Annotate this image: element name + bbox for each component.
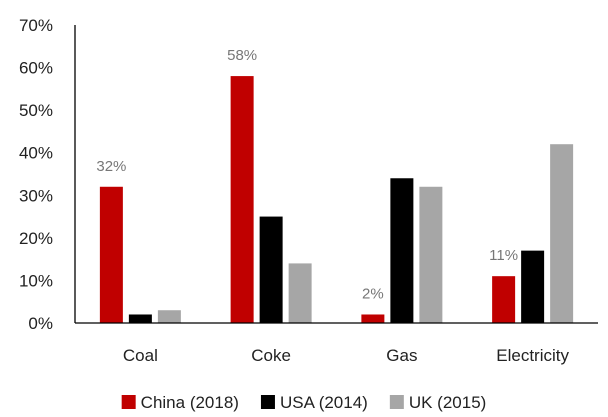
bar-coke-series-1 (259, 216, 283, 323)
legend-swatch (121, 395, 136, 409)
bar-electricity-series-1 (521, 250, 545, 323)
legend-label: USA (2014) (280, 393, 368, 412)
legend-label: UK (2015) (409, 393, 486, 412)
x-category-label: Coal (123, 346, 158, 365)
legend-swatch (260, 395, 275, 409)
legend-label: China (2018) (141, 393, 239, 412)
x-category-label: Gas (386, 346, 417, 365)
y-tick-label: 50% (19, 101, 53, 120)
legend: China (2018) USA (2014) UK (2015) (121, 393, 486, 412)
data-label: 11% (489, 247, 518, 264)
legend-item: UK (2015) (389, 393, 486, 412)
bar-gas-series-1 (390, 178, 414, 323)
bars-group (99, 76, 574, 323)
y-tick-label: 20% (19, 229, 53, 248)
y-tick-label: 10% (19, 271, 53, 290)
data-label: 32% (96, 158, 126, 175)
x-category-label: Electricity (496, 346, 569, 365)
bar-electricity-series-2 (550, 144, 574, 323)
y-tick-label: 40% (19, 144, 53, 163)
bar-coke-series-0 (230, 76, 254, 323)
data-label: 2% (362, 285, 384, 302)
y-tick-label: 30% (19, 186, 53, 205)
bar-coal-series-2 (157, 310, 181, 323)
bar-coke-series-2 (288, 263, 312, 323)
legend-swatch (389, 395, 404, 409)
x-category-labels: Coal Coke Gas Electricity (123, 346, 570, 365)
bar-coal-series-0 (99, 186, 123, 323)
y-tick-label: 0% (28, 314, 53, 333)
bar-gas-series-2 (419, 186, 443, 323)
legend-item: China (2018) (121, 393, 239, 412)
bar-gas-series-0 (361, 314, 385, 323)
data-labels-group: 32% 58% 2% 11% (96, 47, 518, 302)
bar-electricity-series-0 (492, 276, 516, 323)
x-category-label: Coke (251, 346, 291, 365)
y-tick-labels: 0% 10% 20% 30% 40% 50% 60% 70% (19, 16, 53, 333)
y-tick-label: 60% (19, 59, 53, 78)
data-label: 58% (227, 47, 257, 64)
y-tick-label: 70% (19, 16, 53, 35)
legend-item: USA (2014) (260, 393, 368, 412)
bar-coal-series-1 (128, 314, 152, 323)
